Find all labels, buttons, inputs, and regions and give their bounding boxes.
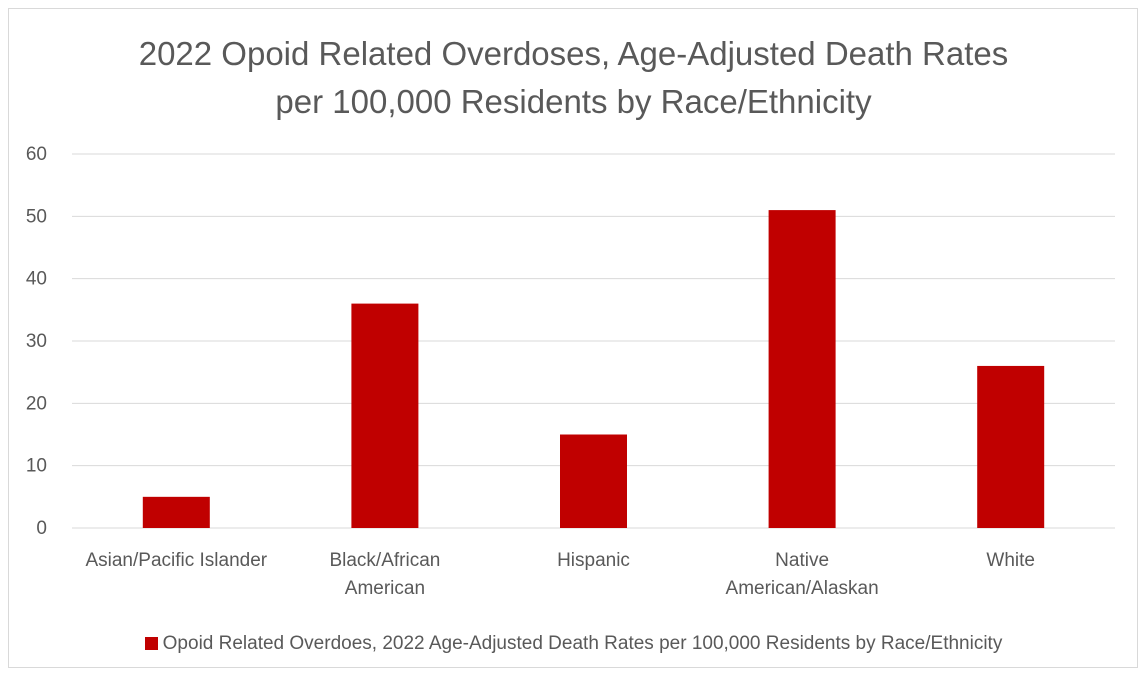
bar	[351, 303, 419, 528]
x-tick-label: American	[345, 578, 425, 599]
x-tick-label: Native	[775, 550, 829, 571]
chart-area	[8, 8, 1138, 668]
y-tick-label: 60	[26, 144, 47, 165]
chart-title: 2022 Opoid Related Overdoses, Age-Adjust…	[0, 30, 1147, 126]
chart-title-line-1: 2022 Opoid Related Overdoses, Age-Adjust…	[138, 35, 1009, 72]
legend-label: Opoid Related Overdoes, 2022 Age-Adjuste…	[162, 633, 1003, 654]
bar	[977, 365, 1045, 528]
y-tick-label: 10	[26, 456, 47, 477]
x-tick-label: American/Alaskan	[726, 578, 879, 599]
legend: Opoid Related Overdoes, 2022 Age-Adjuste…	[0, 631, 1147, 657]
x-tick-label: Black/African	[329, 550, 440, 571]
y-tick-label: 20	[26, 393, 47, 414]
chart-title-line-2: per 100,000 Residents by Race/Ethnicity	[275, 83, 872, 120]
bar	[560, 434, 627, 528]
bar	[768, 210, 836, 528]
legend-swatch	[144, 637, 158, 650]
x-tick-label: Hispanic	[557, 550, 630, 571]
bar	[142, 496, 210, 528]
y-tick-label: 50	[26, 206, 47, 227]
y-tick-label: 0	[36, 518, 47, 539]
y-tick-label: 30	[26, 331, 47, 352]
y-tick-label: 40	[26, 269, 47, 290]
x-tick-label: Asian/Pacific Islander	[85, 550, 267, 571]
x-tick-label: White	[986, 550, 1035, 571]
